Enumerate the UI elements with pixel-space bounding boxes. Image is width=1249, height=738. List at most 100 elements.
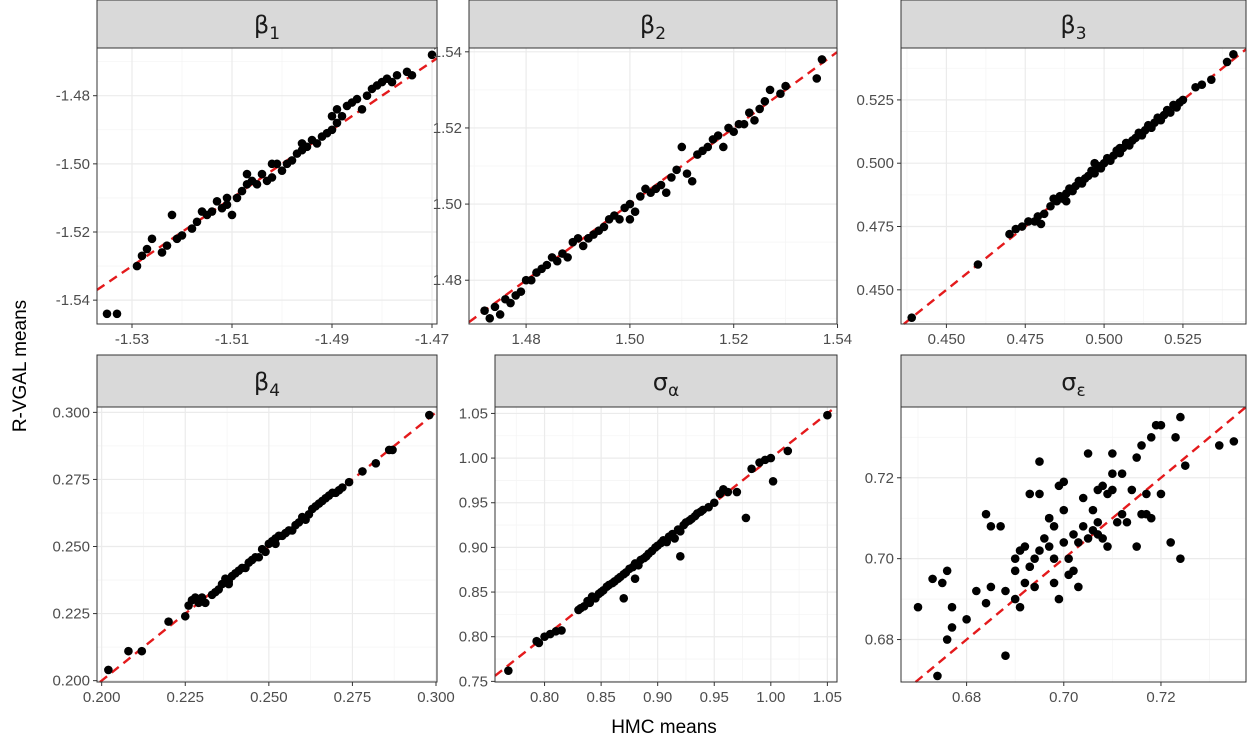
data-point [137, 646, 147, 656]
reference-line-identity [903, 48, 1247, 325]
data-point [729, 127, 739, 137]
data-point [1049, 522, 1059, 531]
data-point [973, 260, 983, 269]
data-point [337, 111, 347, 121]
data-point [132, 261, 142, 271]
data-point [1020, 578, 1030, 588]
data-point [1117, 509, 1127, 519]
data-point [102, 309, 112, 319]
data-point [1017, 222, 1027, 231]
y-tick-label: 0.80 [459, 629, 488, 646]
data-point [257, 169, 267, 179]
data-point [1214, 441, 1224, 450]
data-point [358, 467, 367, 476]
data-point [332, 118, 342, 128]
x-tick-label: 0.72 [1146, 689, 1175, 706]
data-point [928, 574, 937, 584]
data-point [371, 459, 381, 468]
y-tick-label: 0.525 [856, 92, 894, 109]
data-point [167, 210, 177, 220]
x-tick-label: 0.200 [83, 689, 121, 706]
data-point [1025, 562, 1035, 572]
data-point [656, 180, 666, 190]
data-point [1176, 554, 1185, 563]
x-tick-label: 0.250 [250, 689, 288, 706]
data-point [1122, 517, 1132, 527]
y-tick-label: 0.85 [459, 584, 488, 601]
data-point [297, 139, 307, 148]
data-point [913, 602, 923, 612]
panel-background [97, 48, 437, 324]
data-point [1146, 513, 1156, 523]
data-point [1127, 485, 1137, 495]
data-point [1074, 538, 1083, 547]
data-point [1088, 505, 1098, 515]
data-point [1090, 169, 1099, 178]
y-tick-label: 0.500 [856, 155, 894, 172]
data-point [1020, 542, 1030, 551]
data-point [1054, 594, 1064, 604]
data-point [552, 256, 562, 266]
data-point [1035, 457, 1044, 466]
x-tick-label: 0.300 [417, 689, 455, 706]
data-point [124, 646, 133, 656]
x-tick-label: 0.525 [1164, 331, 1202, 348]
data-point [1074, 582, 1083, 592]
data-point [741, 513, 751, 523]
data-point [1098, 534, 1107, 543]
data-point [812, 74, 822, 83]
data-point [1069, 566, 1078, 576]
data-point [392, 70, 402, 80]
data-point [1044, 542, 1054, 551]
data-point [1090, 158, 1099, 168]
y-axis-title: R-VGAL means [10, 300, 31, 432]
data-point [996, 522, 1005, 531]
x-tick-label: 1.48 [511, 331, 540, 348]
data-point [407, 70, 417, 80]
data-point [480, 306, 489, 315]
data-point [162, 241, 172, 250]
data-point [137, 251, 147, 261]
x-tick-label: 1.52 [719, 331, 748, 348]
y-tick-label: 0.450 [856, 282, 894, 299]
x-axis-title: HMC means [611, 717, 717, 738]
data-point [1197, 80, 1207, 90]
data-point [1176, 412, 1185, 422]
data-point [1103, 542, 1112, 551]
facet-title: σα [653, 368, 679, 401]
data-point [180, 611, 190, 621]
data-point [732, 487, 742, 497]
data-point [676, 552, 685, 561]
data-point [1117, 469, 1127, 479]
data-point [1040, 534, 1049, 543]
data-point [327, 125, 337, 135]
x-tick-label: 0.225 [166, 689, 204, 706]
x-tick-label: -1.47 [415, 331, 449, 348]
data-point [942, 566, 952, 576]
data-point [933, 671, 942, 681]
panel-4: β4 0.200 0.225 0.250 0.275 0.300 0.200 0.225 0.2… [52, 354, 455, 706]
data-point [261, 547, 270, 557]
data-point [781, 81, 790, 91]
y-tick-label: 1.52 [433, 120, 462, 137]
data-point [1015, 602, 1025, 612]
data-point [938, 578, 947, 588]
y-tick-label: 0.95 [459, 495, 488, 512]
data-point [1098, 481, 1107, 491]
y-tick-label: -1.52 [56, 224, 90, 241]
data-point [425, 410, 434, 420]
data-point [765, 85, 775, 95]
facet-title: β3 [1060, 11, 1086, 44]
data-point [986, 522, 996, 531]
x-tick-label: 0.68 [952, 689, 981, 706]
panel-2: β2 1.48 1.50 1.52 1.54 1.48 1.50 1.52 1.54 [433, 0, 852, 348]
data-point [504, 666, 513, 675]
panel-background [901, 407, 1246, 682]
data-point [907, 313, 917, 322]
data-point [1030, 582, 1039, 592]
y-tick-label: 0.200 [52, 673, 90, 690]
data-point [1207, 75, 1216, 84]
panel-border [494, 406, 838, 683]
data-point [942, 635, 952, 644]
y-tick-label: 0.250 [52, 539, 90, 556]
